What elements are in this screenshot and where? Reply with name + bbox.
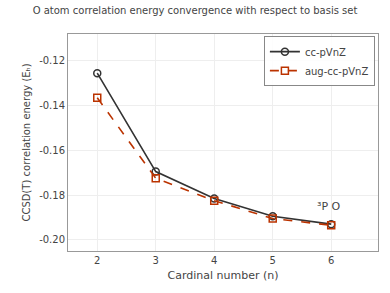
- svg-text:Cardinal number (n): Cardinal number (n): [167, 269, 278, 282]
- svg-text:cc-pVnZ: cc-pVnZ: [305, 47, 346, 58]
- svg-text:2: 2: [94, 255, 100, 266]
- svg-text:-0.18: -0.18: [39, 190, 65, 201]
- svg-text:5: 5: [270, 255, 276, 266]
- svg-text:4: 4: [211, 255, 217, 266]
- svg-text:-0.20: -0.20: [39, 234, 65, 245]
- svg-text:-0.12: -0.12: [39, 55, 65, 66]
- svg-text:3: 3: [153, 255, 159, 266]
- svg-text:CCSD(T) correlation energy (Eₕ: CCSD(T) correlation energy (Eₕ): [21, 63, 32, 221]
- svg-text:O atom correlation energy conv: O atom correlation energy convergence wi…: [33, 5, 358, 16]
- svg-text:³P O: ³P O: [317, 200, 341, 213]
- svg-text:-0.14: -0.14: [39, 100, 65, 111]
- svg-text:-0.16: -0.16: [39, 145, 65, 156]
- svg-text:6: 6: [328, 255, 334, 266]
- svg-text:aug-cc-pVnZ: aug-cc-pVnZ: [305, 66, 369, 77]
